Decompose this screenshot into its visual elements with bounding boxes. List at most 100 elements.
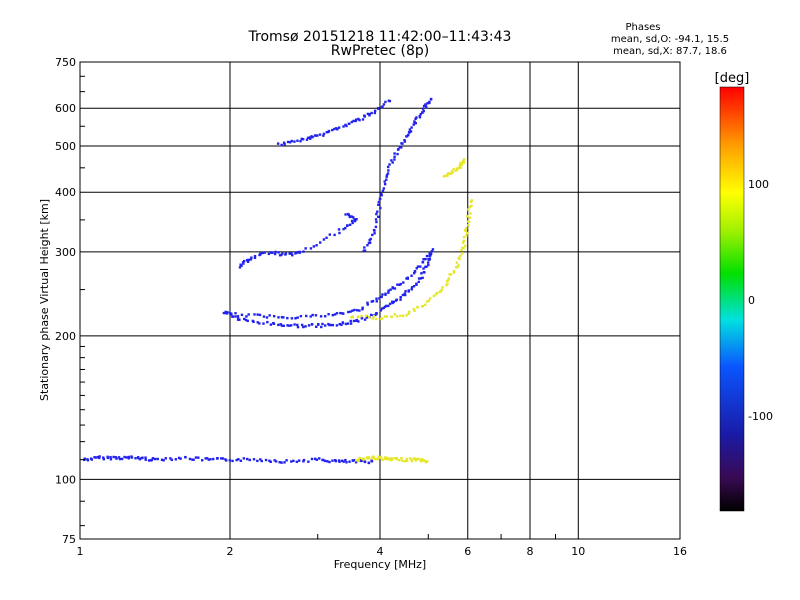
echo-point — [265, 316, 269, 319]
echo-point — [221, 457, 225, 460]
echo-point — [367, 241, 371, 245]
echo-point — [452, 167, 455, 171]
echo-point — [466, 220, 470, 223]
echo-point — [402, 281, 405, 284]
echo-point — [439, 290, 442, 293]
echo-point — [384, 100, 387, 104]
echo-point — [407, 130, 411, 134]
echo-point — [117, 456, 121, 459]
y-tick-label: 100 — [55, 473, 76, 486]
echo-point — [384, 292, 387, 296]
echo-point — [410, 126, 413, 129]
echo-point — [97, 456, 101, 460]
echo-point — [280, 143, 283, 147]
echo-point — [328, 323, 331, 327]
echo-point — [470, 199, 473, 202]
echo-point — [333, 313, 337, 316]
echo-point — [446, 282, 449, 285]
echo-point — [363, 460, 367, 464]
echo-point — [286, 324, 289, 327]
echo-point — [372, 228, 376, 232]
echo-point — [422, 109, 425, 113]
echo-point — [398, 145, 402, 149]
echo-point — [373, 111, 377, 115]
grid-lines — [80, 62, 680, 539]
echo-point — [328, 460, 331, 464]
echo-point — [449, 172, 452, 175]
echo-point — [451, 171, 454, 174]
echo-point — [346, 224, 349, 227]
echo-point — [96, 455, 100, 459]
echo-point — [234, 312, 237, 315]
echo-point — [212, 457, 215, 461]
echo-point — [427, 263, 430, 267]
x-tick-label: 6 — [464, 545, 471, 558]
echo-point — [355, 309, 359, 312]
echo-point — [350, 316, 353, 319]
echo-point — [435, 291, 439, 295]
echo-point — [388, 457, 391, 460]
colorbar — [719, 86, 745, 512]
echo-point — [349, 322, 353, 325]
echo-point — [401, 459, 404, 462]
echo-point — [387, 304, 390, 308]
echo-point — [426, 101, 429, 105]
echo-point — [366, 303, 369, 306]
echo-point — [125, 456, 128, 459]
echo-point — [369, 237, 372, 241]
echo-point — [460, 248, 463, 252]
echo-point — [315, 325, 318, 329]
echo-point — [459, 254, 462, 257]
echo-point — [393, 155, 396, 158]
echo-point — [344, 322, 348, 326]
echo-point — [292, 459, 295, 463]
echo-point — [353, 218, 356, 221]
echo-point — [250, 256, 253, 259]
echo-point — [429, 98, 433, 101]
echo-point — [371, 299, 375, 303]
echo-point — [440, 288, 443, 292]
echo-point — [310, 457, 314, 461]
phase-stats-x: mean, sd,X: 87.7, 18.6 — [613, 46, 727, 57]
echo-point — [334, 459, 338, 463]
echo-point — [301, 138, 305, 141]
echo-point — [425, 300, 429, 303]
echo-point — [354, 119, 357, 123]
echo-point — [447, 277, 451, 280]
echo-point — [466, 231, 469, 235]
echo-point — [422, 267, 425, 270]
echo-point — [458, 164, 462, 168]
echo-point — [400, 456, 403, 460]
echo-point — [220, 457, 223, 460]
echo-point — [205, 457, 209, 460]
echo-point — [398, 283, 401, 286]
echo-point — [224, 311, 227, 315]
echo-point — [452, 269, 456, 273]
echo-point — [350, 215, 353, 218]
echo-point — [348, 122, 351, 125]
echo-point — [463, 228, 467, 232]
echo-point — [398, 458, 401, 462]
echo-point — [289, 252, 292, 255]
echo-point — [381, 293, 384, 296]
echo-point — [351, 459, 355, 462]
echo-point — [390, 315, 393, 319]
echo-point — [360, 459, 364, 462]
echo-point — [353, 308, 356, 312]
echo-point — [333, 127, 336, 131]
echo-point — [309, 137, 312, 140]
echo-point — [386, 165, 390, 169]
echo-point — [363, 246, 366, 249]
echo-point — [382, 306, 385, 310]
echo-point — [150, 458, 154, 462]
echo-point — [432, 294, 436, 298]
echo-point — [363, 457, 366, 461]
echo-point — [461, 246, 464, 249]
echo-point — [174, 458, 178, 461]
echo-point — [446, 174, 449, 177]
echo-point — [268, 314, 271, 317]
echo-point — [319, 315, 323, 318]
echo-point — [371, 317, 374, 320]
echo-point — [277, 323, 280, 327]
echo-point — [245, 315, 248, 318]
